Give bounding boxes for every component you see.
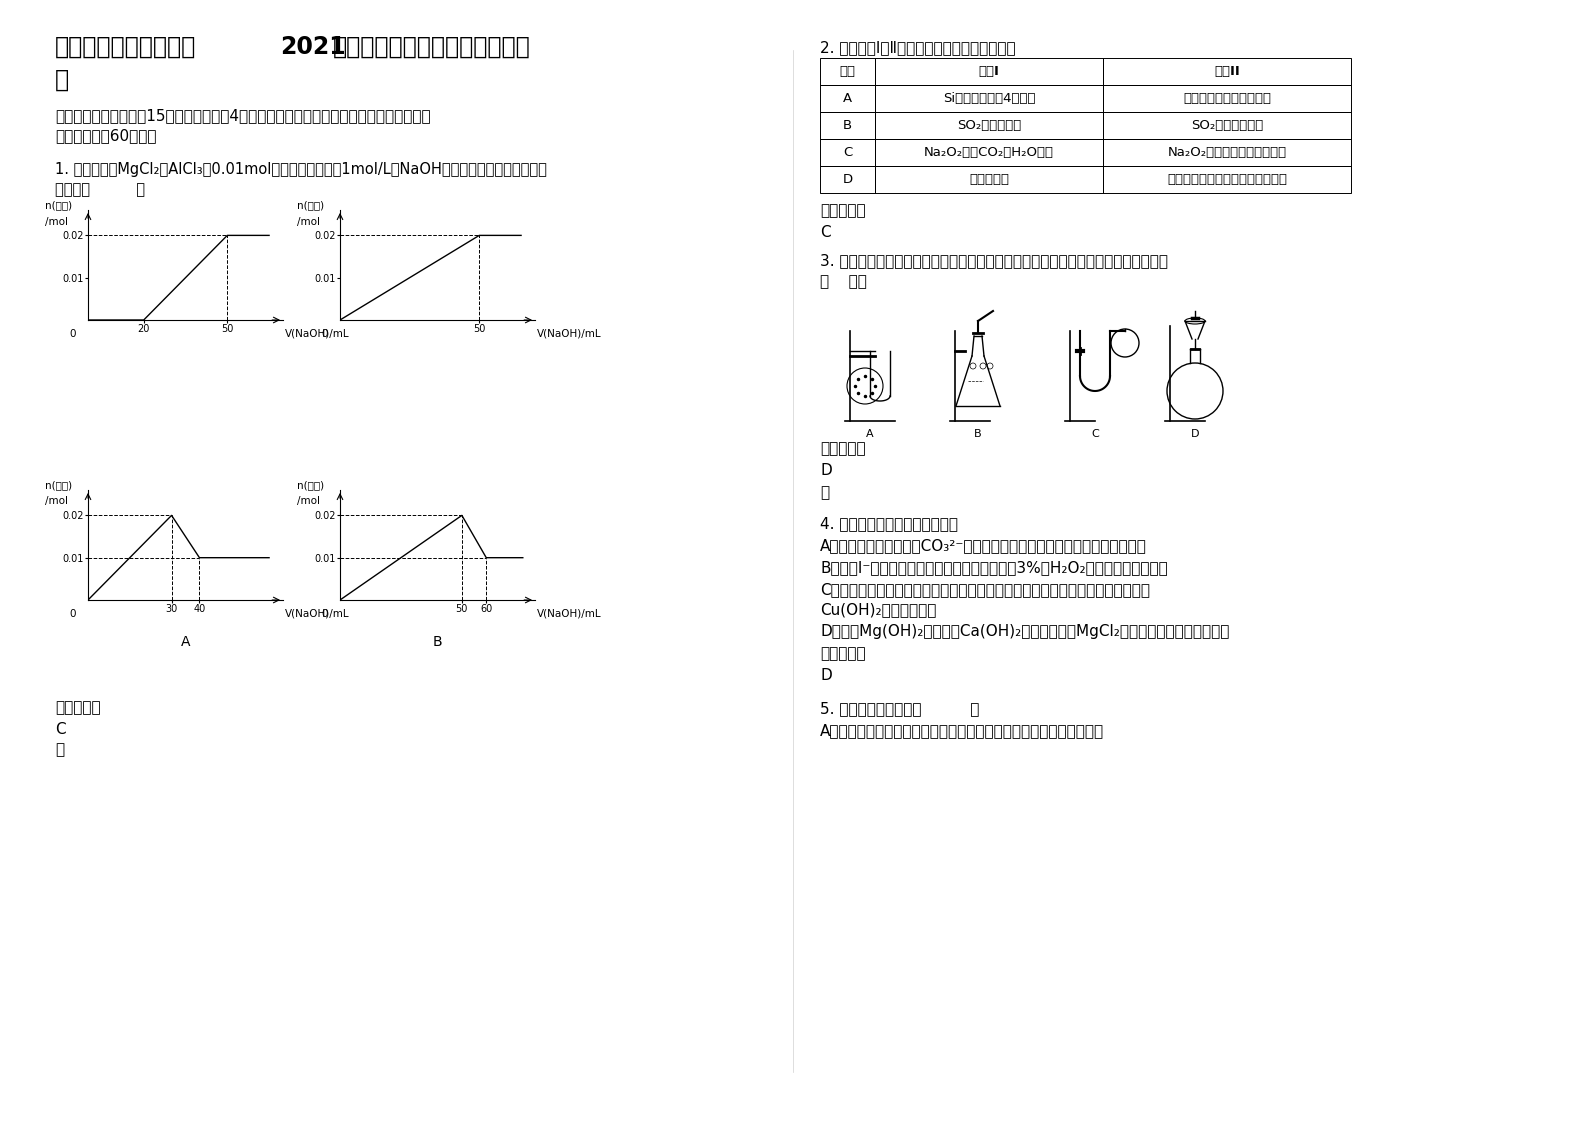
Text: D．除去Mg(OH)₂中的少量Ca(OH)₂：加入足量的MgCl₂溶液，充分反应后过滤洗涤: D．除去Mg(OH)₂中的少量Ca(OH)₂：加入足量的MgCl₂溶液，充分反应… [820,624,1230,640]
Text: 0: 0 [70,609,76,619]
Text: SO₂具有漂白性: SO₂具有漂白性 [957,119,1020,132]
Text: Na₂O₂能与CO₂、H₂O反应: Na₂O₂能与CO₂、H₂O反应 [924,146,1054,159]
Text: n(沉淀): n(沉淀) [44,200,73,210]
Text: V(NaOH)/mL: V(NaOH)/mL [536,329,601,339]
Text: C: C [820,226,830,240]
Text: 5. 下列说法正确的是（          ）: 5. 下列说法正确的是（ ） [820,701,979,716]
Text: 钠比铜活泼: 钠比铜活泼 [970,173,1009,186]
Text: D: D [843,173,852,186]
Text: /mol: /mol [44,217,68,227]
Text: 单质及其氧化物硬度很大: 单质及其氧化物硬度很大 [1182,92,1271,105]
Text: /mol: /mol [44,497,68,506]
Text: 钠可以与硫酸铜溶液反应置换出铜: 钠可以与硫酸铜溶液反应置换出铜 [1166,173,1287,186]
Text: n(沉淀): n(沉淀) [44,480,73,490]
Text: 年高三化学下学期期末试题含解: 年高三化学下学期期末试题含解 [333,35,530,59]
Text: 0: 0 [322,329,329,339]
Text: A: A [843,92,852,105]
Text: 0: 0 [322,609,329,619]
Text: /mol: /mol [297,497,321,506]
Bar [874,139,1103,166]
Text: 略: 略 [820,485,828,500]
Bar [820,166,874,193]
Bar [1103,85,1351,112]
Text: 题目要求，共60分。）: 题目要求，共60分。） [56,128,157,142]
Text: D: D [820,463,832,478]
Text: 0: 0 [70,329,76,339]
Text: B．从含I⁻的溶液中提取碘：加入适量稀硫酸和3%的H₂O₂溶液，再用酒精萃取: B．从含I⁻的溶液中提取碘：加入适量稀硫酸和3%的H₂O₂溶液，再用酒精萃取 [820,560,1168,574]
Bar [874,166,1103,193]
Bar [820,139,874,166]
Text: C: C [56,721,65,737]
Text: D: D [820,668,832,683]
Text: 选项: 选项 [840,65,855,79]
Text: C: C [843,146,852,159]
Text: 参考答案：: 参考答案： [56,700,100,715]
Text: B: B [433,635,443,650]
Bar [1103,58,1351,85]
Text: （    ）。: （ ）。 [820,274,867,289]
Bar [820,85,874,112]
Text: V(NaOH)/mL: V(NaOH)/mL [536,609,601,619]
Text: 参考答案：: 参考答案： [820,203,865,218]
Bar [874,58,1103,85]
Bar [874,112,1103,139]
Bar [820,112,874,139]
Text: 确的是（          ）: 确的是（ ） [56,182,144,197]
Bar [1103,166,1351,193]
Text: 2. 下列陈述Ⅰ、Ⅱ均正确，并且有因果关系的是: 2. 下列陈述Ⅰ、Ⅱ均正确，并且有因果关系的是 [820,40,1016,55]
Text: Si原子最外层有4个电子: Si原子最外层有4个电子 [943,92,1035,105]
Text: B: B [843,119,852,132]
Text: 2021: 2021 [279,35,346,59]
Text: V(NaOH)/mL: V(NaOH)/mL [286,329,349,339]
Text: 析: 析 [56,68,70,92]
Text: C．检验蔗糖水解产物：向蔗糖溶液中加入适量稀硫酸水浴加热后，再加入新制的: C．检验蔗糖水解产物：向蔗糖溶液中加入适量稀硫酸水浴加热后，再加入新制的 [820,582,1151,597]
Text: 陈述I: 陈述I [979,65,1000,79]
Text: SO₂可使溴水褪色: SO₂可使溴水褪色 [1190,119,1263,132]
Text: n(沉淀): n(沉淀) [297,200,324,210]
Text: Na₂O₂用作呼吸面具的供氧剂: Na₂O₂用作呼吸面具的供氧剂 [1168,146,1287,159]
Bar [874,85,1103,112]
Text: A: A [181,635,190,650]
Text: A．水泥、玻璃、青花瓷、水晶、玛瑙、分子筛都属于硅酸盐工业产品: A．水泥、玻璃、青花瓷、水晶、玛瑙、分子筛都属于硅酸盐工业产品 [820,723,1105,738]
Text: 陈述II: 陈述II [1214,65,1239,79]
Text: 略: 略 [56,742,63,757]
Text: /mol: /mol [297,217,321,227]
Text: 四川省遂宁市太兴中学: 四川省遂宁市太兴中学 [56,35,197,59]
Text: 一、单选题（本大题共15个小题，每小题4分。在每小题给出的四个选项中，只有一项符合: 一、单选题（本大题共15个小题，每小题4分。在每小题给出的四个选项中，只有一项符… [56,108,430,123]
Text: 4. 下列实验能达到预期目的的是: 4. 下列实验能达到预期目的的是 [820,516,959,531]
Bar [820,58,874,85]
Bar [1103,139,1351,166]
Text: D: D [1190,429,1200,439]
Text: 3. 下列气体发生装置，加入适当的块状固体和液体时不能随时使反应发生和停止的是: 3. 下列气体发生装置，加入适当的块状固体和液体时不能随时使反应发生和停止的是 [820,252,1168,268]
Text: 参考答案：: 参考答案： [820,441,865,456]
Text: V(NaOH)/mL: V(NaOH)/mL [286,609,349,619]
Text: 1. 某溶液中含MgCl₂和AlCl₃各0.01mol，向其中逐滴滴加1mol/L的NaOH溶液至过量，下列关系图正: 1. 某溶液中含MgCl₂和AlCl₃各0.01mol，向其中逐滴滴加1mol/… [56,162,548,177]
Text: A: A [867,429,874,439]
Text: C: C [1092,429,1098,439]
Text: A．检验溶液中是否含有CO₃²⁻：滴加稀盐酸，将产生的气体通入澄清石灰水: A．检验溶液中是否含有CO₃²⁻：滴加稀盐酸，将产生的气体通入澄清石灰水 [820,539,1147,553]
Text: n(沉淀): n(沉淀) [297,480,324,490]
Text: Cu(OH)₂，加热至沸腾: Cu(OH)₂，加热至沸腾 [820,603,936,617]
Bar [1103,112,1351,139]
Text: B: B [974,429,982,439]
Text: 参考答案：: 参考答案： [820,646,865,661]
